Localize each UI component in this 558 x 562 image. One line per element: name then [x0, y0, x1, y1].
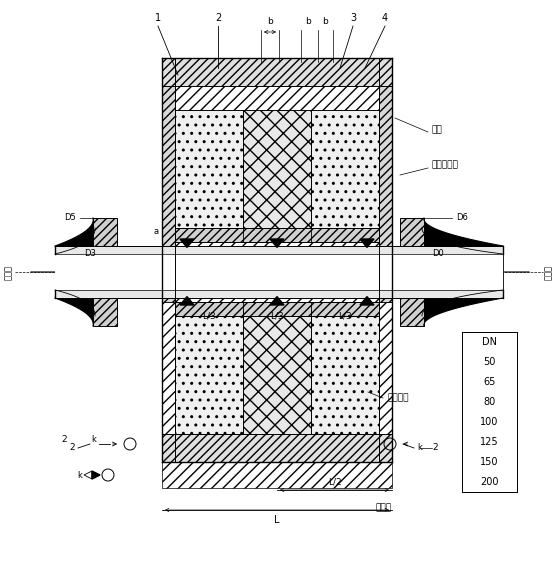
Text: L/2: L/2 — [328, 478, 341, 487]
Bar — [392, 254, 503, 290]
Bar — [175, 302, 379, 316]
Bar — [175, 110, 243, 228]
Text: D1: D1 — [444, 239, 456, 248]
Text: 銅塑復合管: 銅塑復合管 — [432, 161, 459, 170]
Bar — [55, 246, 162, 298]
Text: 防護墻: 防護墻 — [375, 504, 391, 513]
Text: 150: 150 — [480, 457, 499, 467]
Text: 4: 4 — [382, 13, 388, 23]
Text: k: k — [417, 443, 422, 452]
Bar — [162, 290, 392, 298]
Text: 2: 2 — [61, 436, 67, 445]
Text: D0: D0 — [432, 250, 444, 259]
Bar — [243, 110, 311, 228]
Text: a: a — [154, 228, 159, 237]
Bar — [162, 246, 392, 254]
Bar — [93, 218, 117, 246]
Bar — [175, 316, 243, 434]
Polygon shape — [270, 239, 284, 247]
Text: 冲击波: 冲击波 — [3, 265, 12, 279]
Bar — [379, 86, 392, 228]
Bar — [311, 316, 379, 434]
PathPatch shape — [424, 218, 503, 246]
Bar — [162, 434, 392, 462]
PathPatch shape — [55, 298, 93, 326]
Text: D4: D4 — [74, 239, 86, 248]
Text: 1: 1 — [155, 13, 161, 23]
Text: 200: 200 — [480, 477, 499, 487]
Text: b: b — [267, 17, 273, 26]
Bar — [400, 298, 424, 326]
Bar — [162, 302, 175, 434]
Bar — [162, 86, 175, 228]
Bar — [162, 246, 392, 298]
Bar — [162, 290, 392, 298]
Text: L: L — [274, 515, 280, 525]
Text: 100: 100 — [480, 417, 499, 427]
Bar — [55, 254, 503, 290]
Text: b: b — [322, 17, 328, 26]
Text: D6: D6 — [456, 214, 468, 223]
Text: DN: DN — [482, 337, 497, 347]
Polygon shape — [360, 297, 374, 305]
Text: L/3: L/3 — [270, 311, 284, 320]
Bar — [162, 254, 392, 290]
Bar — [243, 316, 311, 434]
Text: L/3: L/3 — [338, 311, 352, 320]
Bar — [311, 110, 379, 228]
Bar — [93, 298, 117, 326]
Text: 125: 125 — [480, 437, 499, 447]
PathPatch shape — [55, 218, 93, 246]
Bar — [162, 58, 392, 86]
Polygon shape — [360, 239, 374, 247]
Text: k: k — [92, 436, 97, 445]
Text: 2: 2 — [432, 443, 438, 452]
Bar — [379, 86, 392, 302]
Text: L/3: L/3 — [202, 311, 216, 320]
Text: 2: 2 — [215, 13, 221, 23]
Bar — [55, 254, 162, 290]
Polygon shape — [92, 471, 100, 479]
Text: 65: 65 — [483, 377, 496, 387]
Text: D5: D5 — [64, 214, 76, 223]
Bar — [462, 332, 517, 492]
Bar — [162, 298, 392, 488]
Text: 80: 80 — [483, 397, 496, 407]
Bar — [379, 302, 392, 434]
Bar — [175, 228, 379, 242]
Polygon shape — [180, 239, 194, 247]
Bar — [400, 218, 424, 246]
Text: 2: 2 — [69, 443, 75, 452]
Bar — [162, 58, 392, 246]
Text: 50: 50 — [483, 357, 496, 367]
PathPatch shape — [424, 298, 503, 326]
Bar — [392, 246, 503, 298]
Polygon shape — [270, 297, 284, 305]
Polygon shape — [180, 297, 194, 305]
Text: 石榴水泥: 石榴水泥 — [387, 393, 408, 402]
Text: D3: D3 — [84, 250, 96, 259]
Text: 油麻: 油麻 — [432, 125, 442, 134]
Text: k: k — [78, 470, 83, 479]
Bar — [162, 86, 175, 302]
Text: 3: 3 — [350, 13, 356, 23]
Bar — [162, 246, 392, 254]
Text: 冲击波: 冲击波 — [543, 265, 552, 279]
Text: b: b — [305, 17, 311, 26]
